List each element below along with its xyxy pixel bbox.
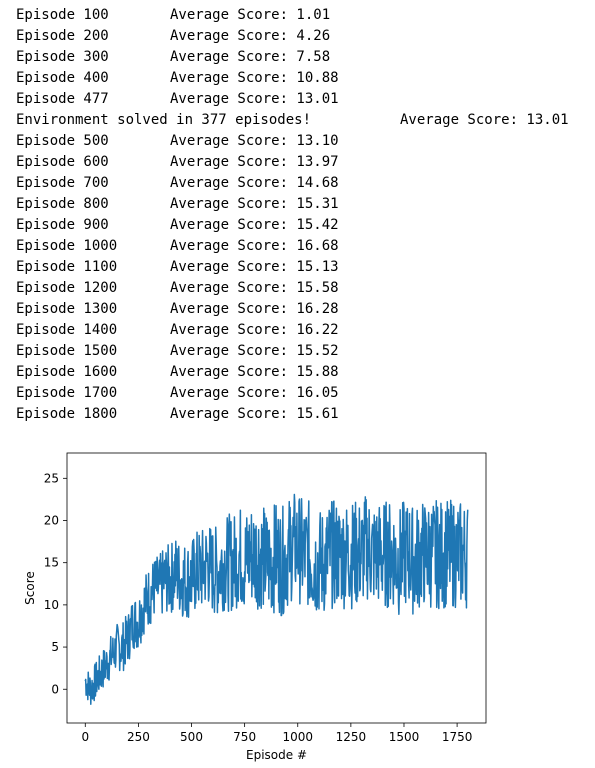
training-log: Episode 100 Average Score: 1.01 Episode 20… — [16, 5, 569, 425]
average-score: Average Score: 10.88 — [170, 70, 339, 86]
log-line: Episode 200 Average Score: 4.26 — [16, 26, 569, 47]
log-line: Episode 1500 Average Score: 15.52 — [16, 341, 569, 362]
log-line: Episode 500 Average Score: 13.10 — [16, 131, 569, 152]
episode-label: Episode 1700 — [16, 385, 118, 401]
average-score: Average Score: 16.68 — [170, 238, 339, 254]
episode-label: Episode 900 — [16, 217, 109, 233]
episode-label: Episode 400 — [16, 70, 109, 86]
log-line: Episode 1200 Average Score: 15.58 — [16, 278, 569, 299]
x-tick-label: 1000 — [282, 730, 313, 744]
average-score: Average Score: 15.13 — [170, 259, 339, 275]
episode-label: Episode 1800 — [16, 406, 118, 422]
episode-label: Episode 1400 — [16, 322, 118, 338]
log-line: Episode 800 Average Score: 15.31 — [16, 194, 569, 215]
episode-label: Episode 1200 — [16, 280, 118, 296]
episode-label: Episode 1600 — [16, 364, 118, 380]
log-line: Episode 1400 Average Score: 16.22 — [16, 320, 569, 341]
episode-label: Episode 300 — [16, 49, 109, 65]
log-line: Episode 900 Average Score: 15.42 — [16, 215, 569, 236]
average-score: Average Score: 15.61 — [170, 406, 339, 422]
average-score: Average Score: 15.31 — [170, 196, 339, 212]
episode-label: Episode 1100 — [16, 259, 118, 275]
log-line: Episode 1600 Average Score: 15.88 — [16, 362, 569, 383]
average-score: Average Score: 4.26 — [170, 28, 331, 44]
solved-line: Environment solved in 377 episodes! Avera… — [16, 110, 569, 131]
episode-label: Episode 1500 — [16, 343, 118, 359]
average-score: Average Score: 13.97 — [170, 154, 339, 170]
episode-label: Episode 600 — [16, 154, 109, 170]
log-line: Episode 1000 Average Score: 16.68 — [16, 236, 569, 257]
score-series-line — [84, 493, 469, 705]
axes-frame — [66, 452, 487, 724]
y-tick-label: 0 — [51, 682, 59, 696]
episode-label: Episode 700 — [16, 175, 109, 191]
y-tick-label: 5 — [51, 640, 59, 654]
log-line: Episode 1100 Average Score: 15.13 — [16, 257, 569, 278]
log-line: Episode 300 Average Score: 7.58 — [16, 47, 569, 68]
average-score: Average Score: 16.05 — [170, 385, 339, 401]
x-tick-label: 1250 — [336, 730, 367, 744]
average-score: Average Score: 13.10 — [170, 133, 339, 149]
log-line: Episode 600 Average Score: 13.97 — [16, 152, 569, 173]
log-line: Episode 1700 Average Score: 16.05 — [16, 383, 569, 404]
y-tick-label: 25 — [44, 471, 59, 485]
y-tick-label: 10 — [44, 598, 59, 612]
average-score: Average Score: 15.42 — [170, 217, 339, 233]
x-tick-label: 1500 — [389, 730, 420, 744]
log-line: Episode 1800 Average Score: 15.61 — [16, 404, 569, 425]
x-tick-label: 750 — [233, 730, 256, 744]
y-tick-label: 15 — [44, 556, 59, 570]
episode-label: Episode 200 — [16, 28, 109, 44]
solved-message: Environment solved in 377 episodes! — [16, 112, 312, 128]
average-score: Average Score: 13.01 — [400, 112, 569, 128]
x-tick-label: 500 — [180, 730, 203, 744]
episode-label: Episode 477 — [16, 91, 109, 107]
episode-label: Episode 1300 — [16, 301, 118, 317]
log-line: Episode 100 Average Score: 1.01 — [16, 5, 569, 26]
average-score: Average Score: 15.52 — [170, 343, 339, 359]
episode-label: Episode 1000 — [16, 238, 118, 254]
episode-label: Episode 800 — [16, 196, 109, 212]
x-tick-label: 1750 — [442, 730, 473, 744]
average-score: Average Score: 14.68 — [170, 175, 339, 191]
average-score: Average Score: 16.28 — [170, 301, 339, 317]
log-line: Episode 477 Average Score: 13.01 — [16, 89, 569, 110]
average-score: Average Score: 7.58 — [170, 49, 331, 65]
log-line: Episode 700 Average Score: 14.68 — [16, 173, 569, 194]
average-score: Average Score: 13.01 — [170, 91, 339, 107]
average-score: Average Score: 16.22 — [170, 322, 339, 338]
x-tick-label: 0 — [81, 730, 89, 744]
episode-label: Episode 500 — [16, 133, 109, 149]
average-score: Average Score: 1.01 — [170, 7, 331, 23]
y-axis-label: Score — [23, 571, 37, 605]
episode-label: Episode 100 — [16, 7, 109, 23]
x-tick-label: 250 — [127, 730, 150, 744]
log-line: Episode 400 Average Score: 10.88 — [16, 68, 569, 89]
average-score: Average Score: 15.88 — [170, 364, 339, 380]
score-chart: 0 250 500 750 1000 1250 1500 1750 0 5 10 15 20 25 Epis… — [23, 452, 487, 762]
log-line: Episode 1300 Average Score: 16.28 — [16, 299, 569, 320]
y-tick-label: 20 — [44, 514, 59, 528]
x-axis-label: Episode # — [246, 748, 307, 762]
average-score: Average Score: 15.58 — [170, 280, 339, 296]
